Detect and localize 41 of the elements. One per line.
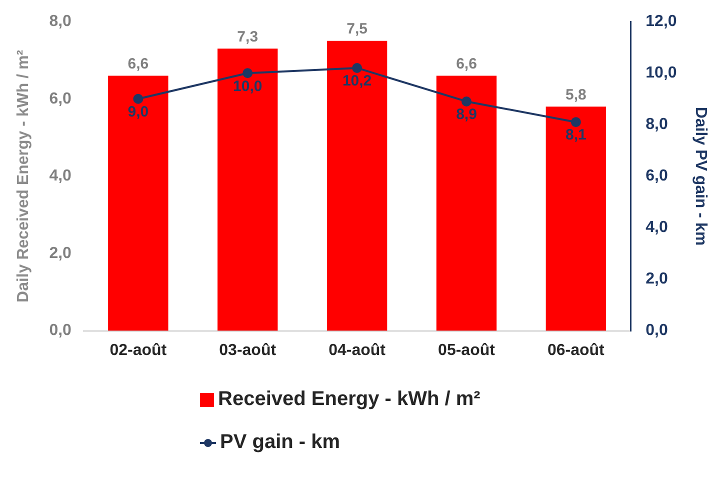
data-label: 10,2 xyxy=(342,72,372,90)
point xyxy=(352,62,362,73)
data-label: 8,1 xyxy=(566,126,586,144)
data-label: 7,5 xyxy=(346,20,368,38)
legend-label: Received Energy - kWh / m² xyxy=(218,388,480,411)
bar xyxy=(326,40,388,331)
point xyxy=(133,94,144,104)
y2-tick-label: 12,0 xyxy=(646,13,677,30)
data-label: 9,0 xyxy=(128,104,149,121)
bar xyxy=(436,76,497,331)
point xyxy=(242,68,253,78)
y-tick-label: 6,0 xyxy=(49,90,72,108)
x-tick-label: 02-août xyxy=(110,342,168,359)
x-tick-label: 06-août xyxy=(547,342,606,359)
bar xyxy=(218,48,278,331)
data-label: 6,6 xyxy=(456,55,477,72)
point xyxy=(461,96,472,106)
x-tick-label: 04-août xyxy=(328,342,386,359)
data-label: 7,3 xyxy=(237,28,258,46)
bar xyxy=(546,106,606,331)
y-tick-label: 0,0 xyxy=(49,322,72,340)
y2-tick-label: 0,0 xyxy=(646,322,668,340)
y2-tick-label: 2,0 xyxy=(646,270,668,288)
x-tick-label: 03-août xyxy=(219,342,277,359)
y2-axis-title: Daily PV gain - km xyxy=(692,106,709,246)
y2-tick-label: 6,0 xyxy=(646,168,668,185)
data-label: 10,0 xyxy=(233,78,262,95)
y2-tick-label: 8,0 xyxy=(646,116,668,134)
legend-label: PV gain - km xyxy=(220,431,340,454)
data-label: 5,8 xyxy=(566,86,586,104)
bar xyxy=(108,76,168,331)
y-tick-label: 8,0 xyxy=(49,13,72,30)
y-tick-label: 2,0 xyxy=(49,244,72,262)
data-label: 6,6 xyxy=(128,55,149,72)
y-tick-label: 4,0 xyxy=(49,168,72,185)
y2-tick-label: 10,0 xyxy=(646,64,677,82)
y-axis-title: Daily Received Energy - kWh / m² xyxy=(15,50,32,302)
point xyxy=(570,117,581,128)
y2-tick-label: 4,0 xyxy=(646,219,668,236)
x-tick-label: 05-août xyxy=(438,342,496,359)
data-label: 8,9 xyxy=(456,106,477,124)
